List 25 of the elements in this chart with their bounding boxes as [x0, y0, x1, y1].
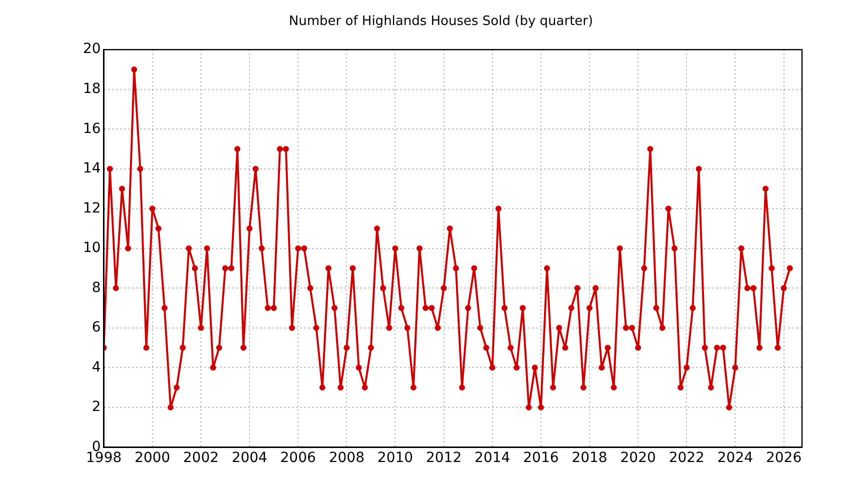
x-tick-label: 2010	[377, 450, 414, 466]
x-tick-label: 2012	[426, 450, 462, 466]
x-tick-label: 2026	[766, 450, 802, 466]
x-tick-label: 2020	[620, 450, 656, 466]
y-tick-label: 12	[82, 200, 101, 216]
x-tick-label: 2016	[523, 450, 559, 466]
x-tick-label: 2018	[572, 450, 608, 466]
y-tick-label: 6	[92, 320, 101, 336]
y-tick-label: 16	[82, 120, 101, 137]
x-tick-label: 2000	[134, 450, 170, 466]
x-tick-label: 2024	[717, 450, 754, 466]
y-tick-label: 10	[82, 240, 101, 256]
y-tick-label: 20	[82, 41, 101, 58]
y-tick-label: 18	[82, 81, 101, 97]
x-tick-label: 2004	[232, 450, 268, 466]
y-tick-label: 8	[92, 280, 101, 296]
chart-title: Number of Highlands Houses Sold (by quarter)	[288, 14, 594, 30]
y-tick-label: 2	[92, 399, 101, 416]
x-tick-label: 2006	[280, 450, 316, 466]
y-tick-label: 4	[92, 359, 101, 376]
x-tick-label: 2002	[183, 450, 219, 466]
x-tick-label: 2022	[668, 450, 704, 466]
y-tick-label: 14	[82, 160, 101, 177]
x-tick-label: 2014	[474, 450, 510, 466]
x-tick-label: 2008	[328, 450, 364, 466]
